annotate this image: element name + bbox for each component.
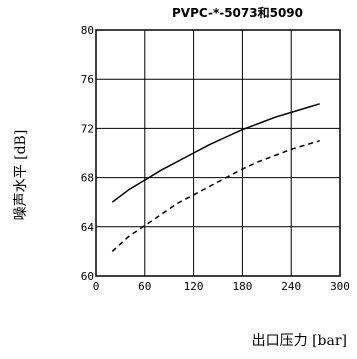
y-tick-label: 60 — [81, 270, 94, 283]
series-line-solid — [111, 103, 320, 203]
x-tick-label: 60 — [138, 280, 151, 293]
series-line-dashed — [111, 139, 320, 252]
x-tick-label: 300 — [330, 280, 350, 293]
x-tick-label: 240 — [281, 280, 301, 293]
plot-frame — [95, 29, 341, 277]
y-tick-label: 80 — [81, 24, 94, 37]
y-tick-label: 68 — [81, 172, 94, 185]
x-tick-label: 180 — [232, 280, 252, 293]
x-tick-label: 120 — [184, 280, 204, 293]
y-tick-label: 72 — [81, 122, 94, 135]
y-tick-label: 64 — [81, 221, 95, 234]
chart-title: PVPC-*-5073和5090 — [172, 6, 303, 20]
x-axis-label: 出口压力 [bar] — [251, 333, 347, 349]
x-tick-label: 0 — [93, 280, 100, 293]
y-tick-label: 76 — [81, 73, 94, 86]
